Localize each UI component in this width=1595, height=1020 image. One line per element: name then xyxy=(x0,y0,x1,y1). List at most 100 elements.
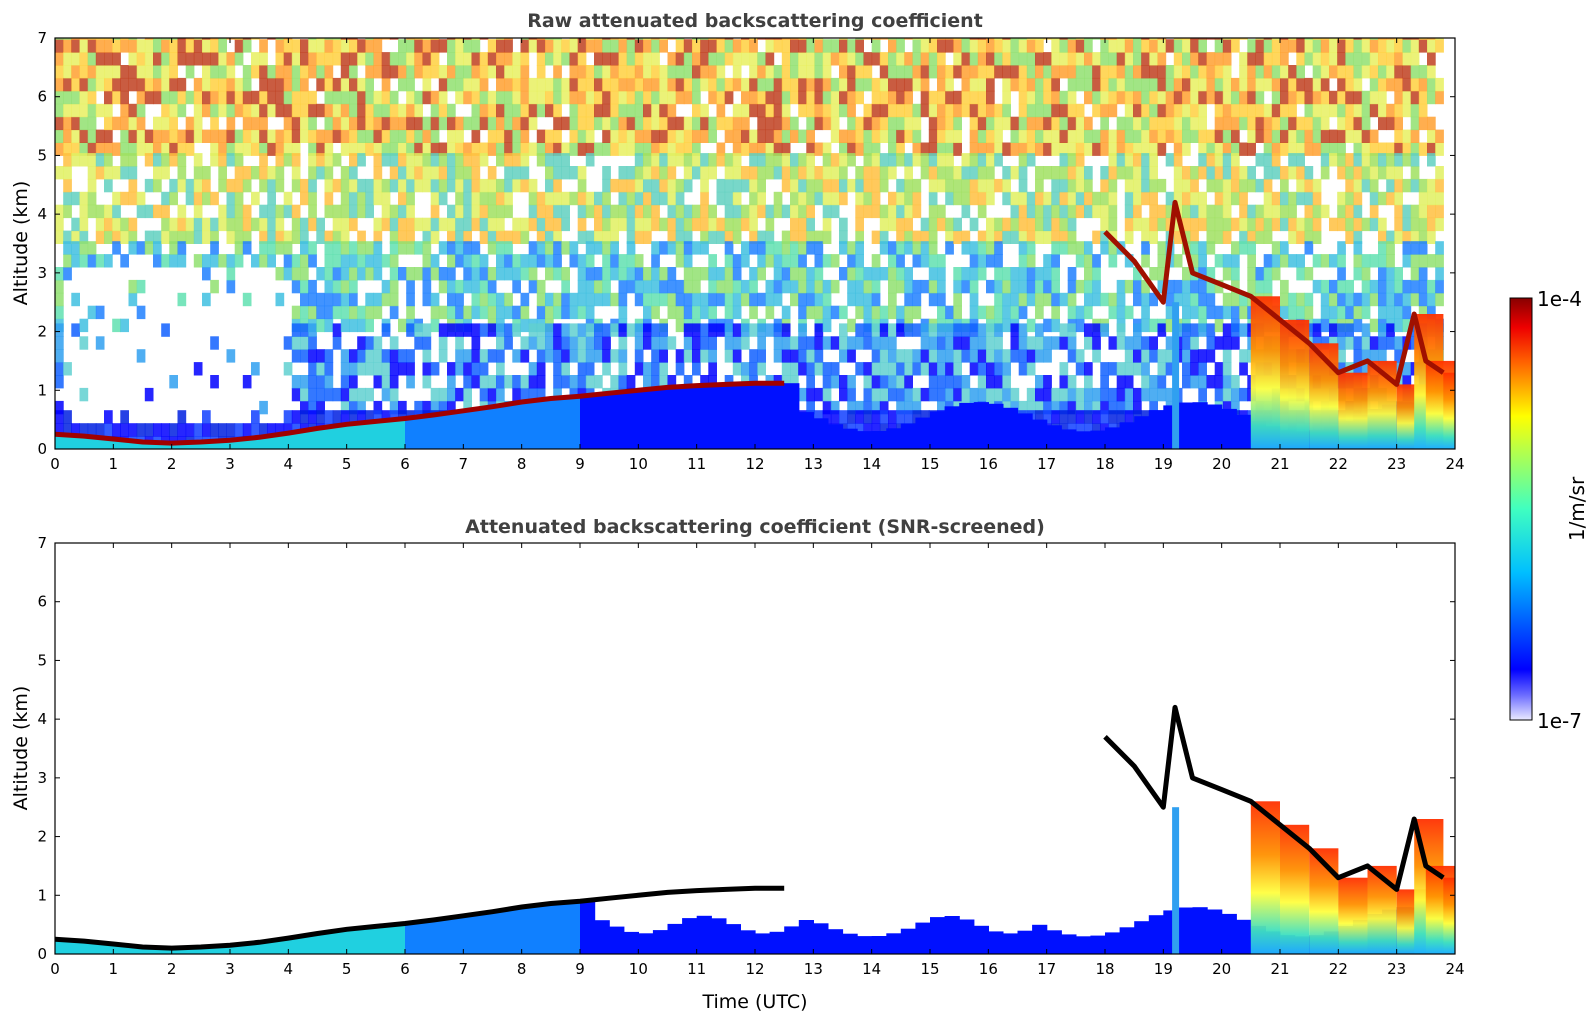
noise-cell xyxy=(520,375,530,389)
noise-cell xyxy=(340,65,350,79)
noise-cell xyxy=(814,178,824,193)
noise-cell xyxy=(790,191,799,206)
noise-cell xyxy=(1402,39,1412,53)
noise-cell xyxy=(602,65,611,79)
noise-cell xyxy=(749,129,758,143)
noise-cell xyxy=(977,191,987,206)
noise-cell xyxy=(1173,191,1183,206)
noise-cell xyxy=(577,305,587,320)
noise-cell xyxy=(520,38,530,40)
noise-cell xyxy=(447,204,456,219)
noise-cell xyxy=(1165,318,1175,333)
noise-cell xyxy=(340,217,350,232)
noise-cell xyxy=(667,116,677,131)
noise-cell xyxy=(373,305,383,320)
noise-cell xyxy=(438,336,448,350)
noise-cell xyxy=(1222,375,1232,389)
noise-cell xyxy=(1369,103,1379,118)
noise-cell xyxy=(1427,142,1436,156)
noise-cell xyxy=(1435,279,1444,294)
noise-cell xyxy=(422,400,432,415)
noise-cell xyxy=(1214,166,1224,180)
noise-cell xyxy=(741,166,750,180)
noise-cell xyxy=(1124,400,1134,415)
noise-cell xyxy=(438,305,448,320)
noise-cell xyxy=(316,305,325,320)
noise-cell xyxy=(863,103,873,118)
noise-cell xyxy=(994,230,1003,244)
noise-cell xyxy=(1018,142,1028,156)
noise-cell xyxy=(520,217,530,232)
noise-cell xyxy=(1386,142,1395,156)
noise-cell xyxy=(708,116,717,131)
noise-cell xyxy=(496,38,505,40)
noise-cell xyxy=(1165,77,1175,92)
noise-cell xyxy=(87,241,97,255)
noise-cell xyxy=(340,254,350,268)
noise-cell xyxy=(1190,349,1199,363)
noise-cell xyxy=(1182,39,1191,53)
noise-cell xyxy=(790,267,799,281)
noise-cell xyxy=(153,423,162,437)
noise-cell xyxy=(471,38,481,40)
noise-cell xyxy=(1002,103,1011,118)
noise-cell xyxy=(822,387,832,402)
noise-cell xyxy=(496,90,505,105)
noise-cell xyxy=(781,103,791,118)
noise-cell xyxy=(1075,387,1085,402)
noise-cell xyxy=(1108,90,1118,105)
noise-cell xyxy=(471,349,481,363)
noise-cell xyxy=(1198,305,1207,320)
noise-cell xyxy=(349,349,358,363)
noise-cell xyxy=(986,39,995,53)
noise-cell xyxy=(773,292,783,307)
noise-cell xyxy=(1271,254,1281,268)
noise-cell xyxy=(1247,178,1256,193)
noise-cell xyxy=(438,90,448,105)
noise-cell xyxy=(349,90,358,105)
noise-cell xyxy=(275,423,285,437)
noise-cell xyxy=(1222,204,1232,219)
noise-cell xyxy=(741,241,750,255)
noise-cell xyxy=(634,336,644,350)
noise-cell xyxy=(283,267,293,281)
noise-cell xyxy=(920,153,930,167)
aerosol-column xyxy=(798,412,814,449)
noise-cell xyxy=(977,38,987,40)
noise-cell xyxy=(471,65,481,79)
noise-cell xyxy=(1394,230,1403,244)
noise-cell xyxy=(896,387,905,402)
noise-cell xyxy=(365,254,374,268)
noise-cell xyxy=(496,178,505,193)
noise-cell xyxy=(1157,90,1167,105)
noise-cell xyxy=(683,292,693,307)
noise-cell xyxy=(161,142,170,156)
noise-cell xyxy=(251,129,260,143)
noise-cell xyxy=(1369,336,1379,350)
noise-cell xyxy=(1010,142,1020,156)
noise-cell xyxy=(1051,178,1060,193)
noise-cell xyxy=(1296,292,1305,307)
noise-cell xyxy=(994,336,1003,350)
noise-cell xyxy=(1002,52,1011,66)
noise-cell xyxy=(1026,400,1036,415)
noise-cell xyxy=(1255,217,1265,232)
noise-cell xyxy=(757,323,766,337)
noise-cell xyxy=(1206,129,1216,143)
noise-cell xyxy=(471,142,481,156)
noise-cell xyxy=(177,77,187,92)
noise-cell xyxy=(1231,191,1240,206)
noise-cell xyxy=(1418,204,1428,219)
noise-cell xyxy=(879,217,889,232)
noise-cell xyxy=(1051,38,1060,40)
noise-cell xyxy=(969,153,979,167)
noise-cell xyxy=(340,116,350,131)
noise-cell xyxy=(879,65,889,79)
aerosol-column xyxy=(157,442,173,449)
noise-cell xyxy=(1255,267,1265,281)
noise-cell xyxy=(349,217,358,232)
noise-cell xyxy=(300,410,309,424)
noise-cell xyxy=(855,178,864,193)
noise-cell xyxy=(1043,267,1052,281)
noise-cell xyxy=(308,279,317,294)
